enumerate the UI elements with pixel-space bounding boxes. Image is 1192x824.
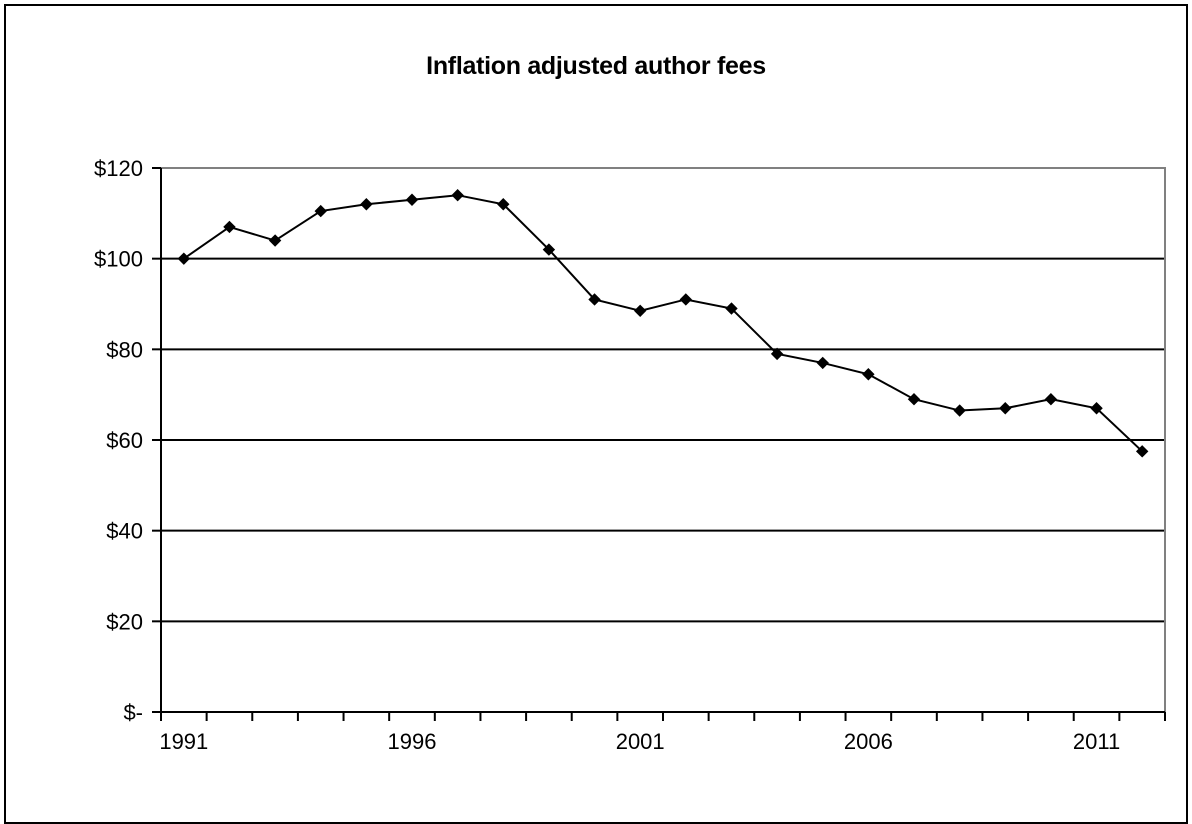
data-point-2008: [953, 404, 966, 417]
data-point-2012: [1135, 445, 1149, 458]
data-point-2006: [862, 368, 875, 381]
data-point-2003: [725, 302, 738, 315]
data-point-1998: [497, 198, 510, 211]
y-tick-label-3: $60: [106, 428, 143, 453]
y-tick-label-0: $-: [123, 700, 143, 725]
data-point-1999: [542, 243, 556, 256]
data-point-2009: [999, 402, 1012, 415]
x-tick-label-4: 2011: [1073, 729, 1120, 754]
data-point-2010: [1044, 392, 1058, 406]
chart-frame: [4, 4, 1188, 824]
data-point-2005: [816, 356, 829, 370]
data-point-2001: [633, 304, 647, 318]
axes: [152, 167, 1166, 721]
data-point-1996: [405, 193, 419, 206]
data-point-1997: [451, 188, 464, 202]
data-point-2004: [770, 347, 784, 361]
x-tick-label-0: 1991: [159, 729, 208, 754]
data-point-2007: [907, 392, 921, 406]
data-point-1991: [177, 252, 191, 265]
y-tick-label-1: $20: [106, 609, 143, 634]
chart-title: Inflation adjusted author fees: [426, 52, 766, 80]
data-point-2002: [679, 293, 693, 306]
y-tick-label-4: $80: [106, 337, 143, 362]
x-tick-label-2: 2001: [616, 729, 665, 754]
y-tick-label-2: $40: [106, 519, 143, 544]
y-tick-label-5: $100: [94, 247, 143, 272]
gridlines: [161, 257, 1165, 623]
tick-labels: $- $20 $40 $60 $80 $100 $120 1991 1996 2001 2006 20…: [94, 156, 1120, 754]
data-point-1995: [360, 198, 373, 211]
x-tick-label-3: 2006: [844, 729, 893, 754]
x-tick-label-1: 1996: [388, 729, 437, 754]
data-point-2011: [1090, 402, 1103, 415]
series-layer: [177, 188, 1149, 458]
data-point-1993: [268, 234, 282, 247]
data-point-1992: [223, 220, 236, 234]
series-line-0: [183, 194, 1143, 453]
y-tick-label-6: $120: [94, 156, 143, 181]
data-point-2000: [588, 293, 601, 306]
data-point-1994: [314, 204, 327, 218]
